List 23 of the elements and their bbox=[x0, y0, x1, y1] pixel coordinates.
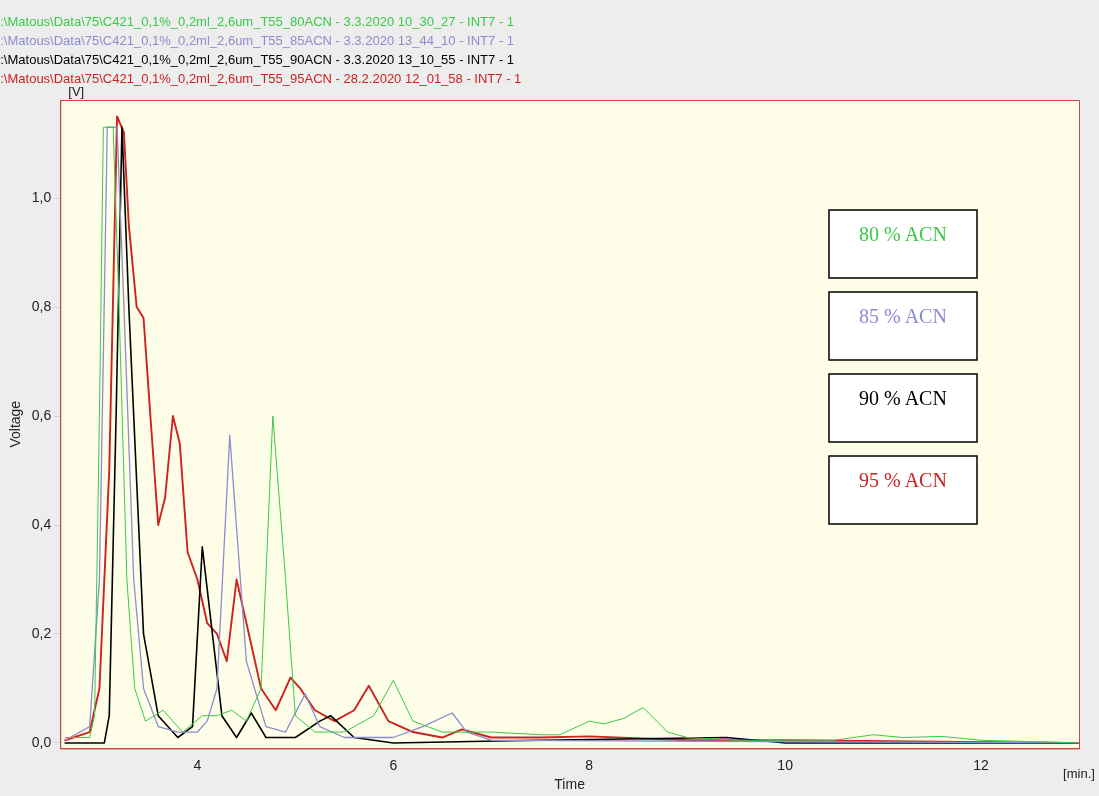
text: [V] bbox=[68, 83, 85, 99]
y-tick-label: 0,6 bbox=[31, 406, 52, 423]
y-axis-title: Voltage bbox=[7, 400, 24, 448]
x-tick-label: 12 bbox=[973, 756, 990, 773]
x-tick-label: 8 bbox=[585, 756, 594, 773]
x-tick-label: 4 bbox=[193, 756, 202, 773]
x-tick-label: 10 bbox=[777, 756, 794, 773]
y-tick-label: 0,0 bbox=[31, 733, 52, 750]
text: 95 % ACN bbox=[859, 469, 947, 492]
text: :\Matous\Data\75\C421_0,1%_0,2ml_2,6um_T55_80ACN - 3.3.2020 10_30_27 - INT7 - 1 bbox=[0, 13, 515, 29]
text: 85 % ACN bbox=[859, 305, 947, 328]
x-tick-label: 6 bbox=[389, 756, 398, 773]
y-tick-label: 0,4 bbox=[31, 515, 52, 532]
text: [min.] bbox=[1063, 765, 1095, 781]
text: 80 % ACN bbox=[859, 223, 947, 246]
y-tick-label: 0,8 bbox=[31, 297, 52, 314]
text: :\Matous\Data\75\C421_0,1%_0,2ml_2,6um_T55_90ACN - 3.3.2020 13_10_55 - INT7 - 1 bbox=[0, 51, 515, 67]
y-tick-label: 1,0 bbox=[31, 188, 52, 205]
text: 90 % ACN bbox=[859, 387, 947, 410]
x-axis-title: Time bbox=[554, 776, 586, 793]
text: :\Matous\Data\75\C421_0,1%_0,2ml_2,6um_T55_85ACN - 3.3.2020 13_44_10 - INT7 - 1 bbox=[0, 32, 515, 48]
y-tick-label: 0,2 bbox=[31, 624, 52, 641]
text: :\Matous\Data\75\C421_0,1%_0,2ml_2,6um_T55_95ACN - 28.2.2020 12_01_58 - INT7 - 1 bbox=[0, 70, 522, 86]
